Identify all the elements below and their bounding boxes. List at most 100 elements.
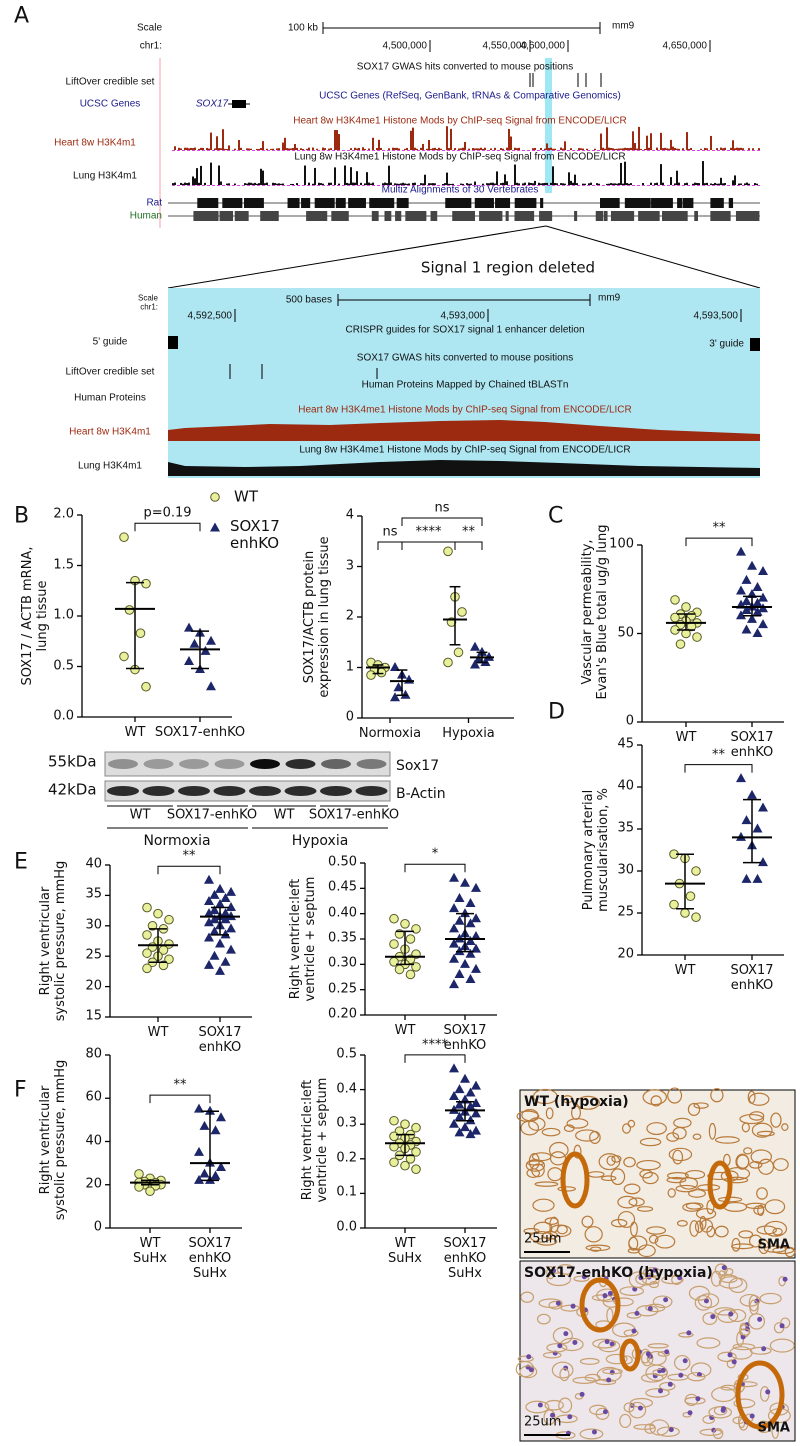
signal (642, 183, 644, 185)
data-point (205, 1105, 215, 1115)
significance-bracket (404, 863, 466, 873)
signal (392, 147, 394, 150)
signal (704, 183, 706, 185)
y-tick-label: 0.30 (328, 955, 357, 971)
signal (468, 148, 470, 150)
signal (286, 148, 288, 150)
significance-label: **** (415, 524, 442, 540)
signal (424, 174, 426, 185)
y-tick-label: 0.0 (336, 1219, 357, 1235)
signal (428, 139, 430, 150)
alignment-block (396, 198, 409, 208)
signal (474, 148, 476, 150)
signal (740, 147, 742, 150)
signal (712, 183, 714, 185)
tissue (668, 1147, 693, 1162)
signal (442, 183, 444, 185)
label: mm9 (612, 20, 635, 32)
tissue (628, 1236, 639, 1251)
label: Heart 8w H3K4me1 Histone Mods by ChIP-se… (298, 404, 632, 416)
label: chr1: (139, 40, 162, 52)
signal (732, 140, 734, 150)
signal (568, 172, 570, 185)
signal (634, 143, 636, 150)
signal (550, 147, 552, 150)
tissue (619, 1286, 645, 1296)
y-tick-label: 1 (345, 659, 354, 675)
y-tick-label: 0 (625, 713, 634, 729)
data-point (454, 892, 465, 902)
signal (524, 182, 526, 185)
data-point (164, 914, 174, 925)
signal (222, 129, 224, 150)
band (320, 786, 352, 796)
nucleus (631, 1328, 637, 1334)
label: 5' guide (92, 336, 128, 348)
guide (750, 338, 760, 351)
signal (346, 182, 348, 185)
tissue (706, 1225, 716, 1238)
data-point (204, 917, 214, 927)
tissue (687, 1102, 701, 1116)
x-tick-label: WT (147, 1025, 169, 1040)
label: 4,592,500 (187, 310, 233, 322)
tissue (579, 1357, 600, 1365)
signal (730, 147, 732, 150)
signal (518, 183, 520, 185)
signal (724, 183, 726, 185)
tissue (623, 1183, 641, 1195)
signal (666, 148, 668, 150)
tissue (697, 1293, 720, 1309)
tissue (602, 1368, 623, 1375)
data-point (389, 1115, 399, 1126)
data-point (752, 873, 763, 883)
data-point (675, 639, 686, 649)
signal (608, 183, 610, 185)
tissue (732, 1343, 756, 1351)
nucleus (604, 1339, 610, 1345)
signal (228, 145, 230, 150)
data-point (471, 1080, 481, 1090)
signal (710, 135, 712, 150)
data-point (184, 622, 194, 632)
data-point (204, 895, 214, 905)
band (107, 786, 139, 796)
band (250, 759, 280, 769)
signal (248, 148, 250, 150)
stain-label: SMA (757, 1237, 790, 1253)
signal (700, 148, 702, 150)
signal (516, 182, 518, 185)
signal (328, 148, 330, 150)
tissue (534, 1181, 559, 1187)
data-point (454, 1084, 465, 1094)
nucleus (550, 1412, 556, 1418)
signal (502, 148, 504, 150)
alignment-block (371, 211, 379, 221)
alignment-block (677, 198, 683, 208)
alignment-block (222, 198, 243, 208)
signal (334, 167, 336, 185)
nucleus (637, 1405, 643, 1411)
nucleus (782, 1276, 788, 1282)
data-point (736, 585, 746, 595)
label: Heart 8w H3K4me1 Histone Mods by ChIP-se… (293, 115, 627, 127)
alignment-block (395, 211, 402, 221)
label: UCSC Genes (RefSeq, GenBank, tRNAs & Com… (319, 90, 621, 102)
nucleus (757, 1316, 763, 1322)
label: Hypoxia (291, 832, 349, 849)
data-point (747, 789, 757, 799)
signal (396, 147, 398, 150)
y-axis-label: Pulmonary arterial muscularisation, % (581, 788, 611, 912)
tissue (650, 1095, 662, 1107)
tissue (725, 1176, 749, 1184)
tissue (695, 1208, 717, 1220)
signal (258, 148, 260, 150)
data-point (210, 492, 220, 502)
signal (614, 183, 616, 185)
signal (550, 182, 552, 185)
signal (254, 182, 256, 185)
signal (614, 148, 616, 150)
signal (370, 183, 372, 185)
signal (380, 147, 382, 150)
signal (514, 147, 516, 150)
